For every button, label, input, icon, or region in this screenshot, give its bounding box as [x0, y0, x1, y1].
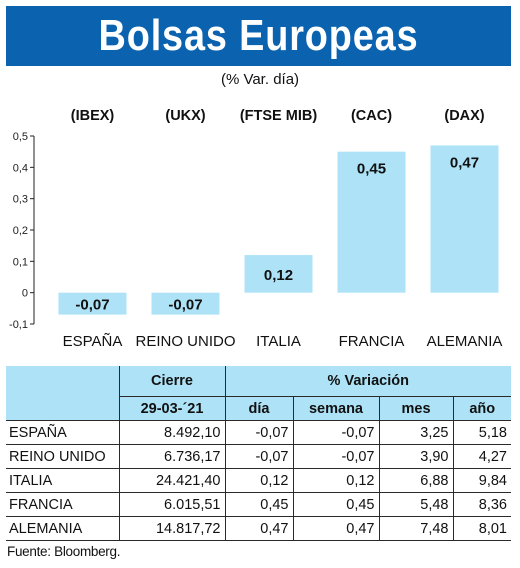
cell-ano: 8,01 [453, 516, 511, 541]
table-row: ALEMANIA 14.817,72 0,47 0,47 7,48 8,01 [6, 516, 511, 541]
index-label: (DAX) [444, 108, 484, 124]
table-corner-2 [6, 396, 120, 421]
bar [244, 255, 313, 293]
cell-ano: 9,84 [453, 468, 511, 493]
cell-country: ALEMANIA [6, 516, 120, 541]
cell-dia: 0,47 [225, 516, 294, 541]
header-semana: semana [293, 396, 380, 421]
cell-country: ITALIA [6, 468, 120, 493]
table-corner [6, 366, 120, 397]
cell-dia: 0,45 [225, 492, 294, 517]
category-label: REINO UNIDO [135, 333, 235, 350]
header-ano: año [453, 396, 511, 421]
cell-semana: 0,45 [293, 492, 380, 517]
data-table: Cierre % Variación 29-03-´21 día semana … [6, 366, 511, 541]
cell-semana: 0,47 [293, 516, 380, 541]
y-tick-label: 0 [22, 288, 28, 300]
data-label: -0,07 [168, 297, 202, 314]
cell-country: ESPAÑA [6, 420, 120, 445]
cell-ano: 8,36 [453, 492, 511, 517]
cell-mes: 3,25 [379, 420, 454, 445]
cell-cierre: 6.736,17 [119, 444, 226, 469]
index-label: (UKX) [165, 108, 205, 124]
y-tick-label: 0,3 [13, 194, 28, 206]
table-row: ITALIA 24.421,40 0,12 0,12 6,88 9,84 [6, 468, 511, 493]
cell-ano: 5,18 [453, 420, 511, 445]
bar [430, 145, 499, 293]
y-tick-label: 0,1 [13, 256, 28, 268]
cell-mes: 3,90 [379, 444, 454, 469]
header-dia: día [225, 396, 294, 421]
y-tick-label: -0,1 [9, 319, 28, 331]
cell-dia: -0,07 [225, 444, 294, 469]
cell-cierre: 24.421,40 [119, 468, 226, 493]
cell-dia: -0,07 [225, 420, 294, 445]
cell-cierre: 8.492,10 [119, 420, 226, 445]
cell-cierre: 14.817,72 [119, 516, 226, 541]
cell-semana: -0,07 [293, 444, 380, 469]
cell-semana: 0,12 [293, 468, 380, 493]
data-label: 0,12 [264, 267, 293, 284]
data-label: 0,47 [450, 154, 479, 171]
cell-dia: 0,12 [225, 468, 294, 493]
cell-mes: 7,48 [379, 516, 454, 541]
bar [151, 292, 220, 315]
header-mes: mes [379, 396, 454, 421]
category-label: ESPAÑA [63, 333, 123, 350]
chart-subtitle: (% Var. día) [220, 71, 300, 88]
index-label: (IBEX) [71, 108, 115, 124]
bar [58, 292, 127, 315]
source-note: Fuente: Bloomberg. [7, 544, 121, 559]
index-label: (CAC) [351, 108, 392, 124]
cell-country: REINO UNIDO [6, 444, 120, 469]
y-tick-label: 0,5 [13, 131, 28, 143]
cell-country: FRANCIA [6, 492, 120, 517]
header-variacion: % Variación [225, 366, 511, 397]
y-tick-label: 0,4 [13, 162, 28, 174]
category-label: FRANCIA [339, 333, 405, 350]
header-date: 29-03-´21 [119, 396, 226, 421]
bar [337, 151, 406, 293]
y-tick-label: 0,2 [13, 225, 28, 237]
index-label: (FTSE MIB) [240, 108, 317, 124]
table-row: REINO UNIDO 6.736,17 -0,07 -0,07 3,90 4,… [6, 444, 511, 469]
cell-mes: 6,88 [379, 468, 454, 493]
cell-semana: -0,07 [293, 420, 380, 445]
cell-cierre: 6.015,51 [119, 492, 226, 517]
table-row: ESPAÑA 8.492,10 -0,07 -0,07 3,25 5,18 [6, 420, 511, 445]
header-cierre: Cierre [119, 366, 226, 397]
data-label: 0,45 [357, 161, 386, 178]
category-label: ALEMANIA [427, 333, 503, 350]
category-label: ITALIA [256, 333, 301, 350]
bar-chart: 0,5 0,4 0,3 0,2 0,1 0 -0,1 (IBEX) -0,07 ESPAÑA (UK… [9, 108, 503, 350]
cell-mes: 5,48 [379, 492, 454, 517]
chart-title: Bolsas Europeas [98, 11, 419, 60]
data-label: -0,07 [75, 297, 109, 314]
table-row: FRANCIA 6.015,51 0,45 0,45 5,48 8,36 [6, 492, 511, 517]
cell-ano: 4,27 [453, 444, 511, 469]
title-banner: Bolsas Europeas [6, 6, 511, 66]
